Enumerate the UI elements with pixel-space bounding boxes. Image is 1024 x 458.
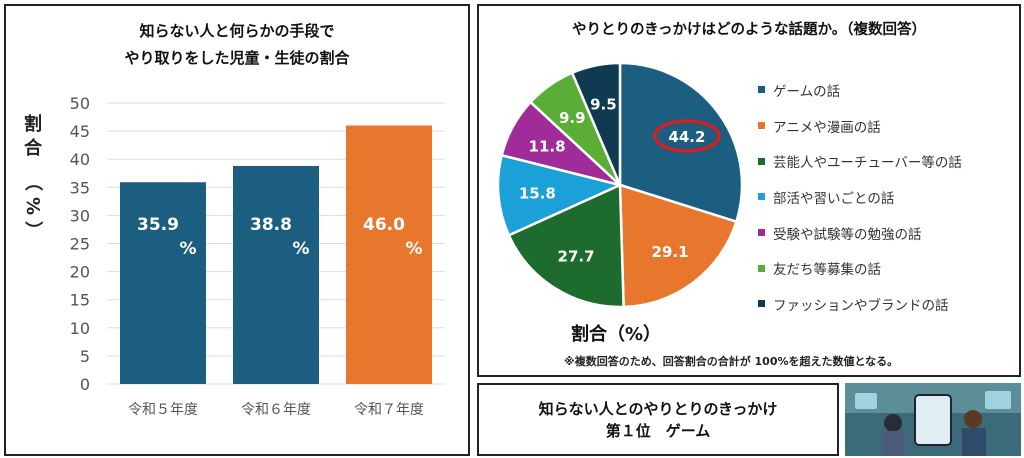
- legend-label: 部活や習いごとの話: [773, 190, 895, 207]
- legend-label: 芸能人やユーチューバー等の話: [773, 155, 962, 172]
- bar: [120, 182, 206, 384]
- y-axis-label: 割: [24, 113, 42, 135]
- summary-box: 知らない人とのやりとりのきっかけ 第１位 ゲーム: [477, 383, 839, 456]
- y-tick-label: 40: [70, 150, 90, 169]
- bar-data-label-unit: %: [405, 239, 422, 259]
- bar: [233, 165, 319, 384]
- bar-chart-title-line2: やり取りをした児童・生徒の割合: [124, 49, 350, 67]
- summary-line1: 知らない人とのやりとりのきっかけ: [538, 399, 778, 418]
- pie-slice: [507, 183, 625, 309]
- pie-chart-note: ※複数回答のため、回答割合の合計が 100%を超えた数値となる。: [564, 355, 899, 368]
- legend-swatch: [758, 229, 765, 237]
- y-tick-label: 15: [70, 291, 90, 310]
- legend-swatch: [758, 122, 765, 130]
- bar-chart: 0 5 10 15 20 25 30 35 40 45 50 割合 （% ） 35.9% 令和５年度 38.8%…: [22, 94, 445, 418]
- y-tick-label: 0: [80, 375, 90, 394]
- illustration-image: [845, 383, 1021, 456]
- pie-slice: [496, 153, 624, 237]
- x-tick-label: 令和７年度: [354, 402, 424, 418]
- legend-item: 受験や試験等の勉強の話: [758, 215, 962, 251]
- y-tick-label: 50: [70, 94, 90, 113]
- pie-slice: [570, 61, 622, 186]
- legend-label: 友だち等募集の話: [773, 262, 881, 279]
- pie-chart-label: 割合（%）: [571, 324, 662, 345]
- legend-swatch: [758, 157, 765, 165]
- summary-line2: 第１位 ゲーム: [605, 421, 711, 440]
- legend-label: 受験や試験等の勉強の話: [773, 226, 922, 243]
- pie-data-label: 29.1: [652, 243, 689, 261]
- pie-legend: ゲームの話アニメや漫画の話芸能人やユーチューバー等の話 部活や習いごとの話受験や試…: [758, 72, 962, 322]
- legend-item: 芸能人やユーチューバー等の話: [758, 143, 962, 179]
- legend-item: ファッションやブランドの話: [758, 286, 962, 322]
- legend-label: アニメや漫画の話: [773, 119, 881, 136]
- y-axis-label: 合: [24, 137, 43, 159]
- y-tick-label: 20: [70, 263, 90, 282]
- x-tick-label: 令和６年度: [241, 402, 311, 418]
- pie-data-label: 44.2: [668, 128, 705, 146]
- bar-data-label: 46.0: [363, 215, 405, 235]
- legend-swatch: [758, 300, 765, 308]
- y-tick-label: 45: [70, 122, 90, 141]
- legend-label: ファッションやブランドの話: [773, 297, 949, 314]
- y-axis-label: ）: [22, 221, 43, 239]
- legend-item: ゲームの話: [758, 72, 962, 108]
- legend-label: ゲームの話: [773, 83, 841, 100]
- bar-data-label: 35.9: [137, 215, 179, 235]
- y-tick-label: 35: [70, 178, 90, 197]
- y-tick-label: 30: [70, 206, 90, 225]
- bar-data-label: 38.8: [250, 215, 292, 235]
- pie-data-label: 27.7: [558, 247, 595, 265]
- y-axis-label: （: [22, 173, 43, 191]
- y-axis-label: %: [22, 197, 43, 215]
- pie-chart-title: やりとりのきっかけはどのような話題か。（複数回答）: [572, 22, 926, 38]
- y-tick-label: 10: [70, 319, 90, 338]
- pie-data-label: 9.9: [559, 109, 586, 127]
- pie-slice: [618, 183, 738, 309]
- legend-item: 友だち等募集の話: [758, 250, 962, 286]
- pie-data-label: 11.8: [529, 137, 566, 155]
- legend-swatch: [758, 193, 765, 201]
- pie-data-label: 9.5: [590, 96, 617, 114]
- legend-item: アニメや漫画の話: [758, 108, 962, 144]
- pie-data-label: 15.8: [519, 184, 556, 202]
- bar-chart-title-line1: 知らない人と何らかの手段で: [139, 22, 335, 40]
- pie-slice: [618, 61, 744, 224]
- legend-swatch: [758, 264, 765, 272]
- bar-data-label-unit: %: [179, 239, 196, 259]
- x-tick-label: 令和５年度: [128, 402, 198, 418]
- legend-swatch: [758, 86, 765, 94]
- y-tick-label: 25: [70, 235, 90, 254]
- y-tick-label: 5: [80, 347, 90, 366]
- legend-item: 部活や習いごとの話: [758, 179, 962, 215]
- bar: [346, 125, 432, 384]
- bar-data-label-unit: %: [292, 239, 309, 259]
- highlight-circle: [653, 119, 721, 153]
